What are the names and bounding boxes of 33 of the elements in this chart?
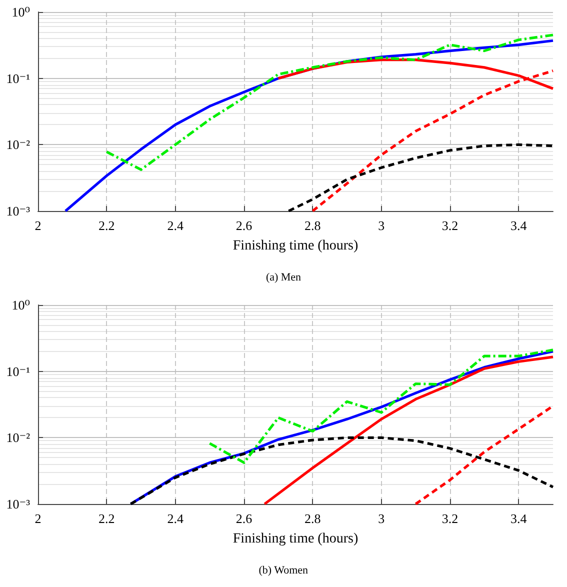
x-tick-label: 3.2	[442, 511, 458, 526]
line-series	[263, 356, 554, 506]
x-axis-title: Finishing time (hours)	[232, 532, 358, 546]
y-tick-label: 10⁻³	[6, 496, 30, 512]
y-tick-label: 10⁻²	[6, 430, 30, 446]
text: (a) Men	[266, 272, 302, 284]
line-series	[287, 143, 554, 212]
x-tick-label: 3	[378, 511, 385, 526]
line-series	[208, 348, 554, 464]
y-tick-label: 10⁻¹	[6, 364, 30, 379]
y-tick-label: 10⁻²	[6, 137, 30, 152]
x-tick-label: 2.2	[98, 511, 115, 526]
line-series	[105, 34, 554, 171]
x-tick-label: 2.6	[236, 511, 253, 526]
text: (b) Women	[258, 564, 309, 576]
x-tick-label: 2.4	[167, 218, 184, 233]
x-tick-label: 3	[378, 218, 385, 233]
x-tick-label: 2.8	[304, 511, 321, 526]
y-tick-label: 10⁻³	[6, 204, 30, 218]
x-tick-label: 3.4	[510, 511, 528, 526]
x-tick-label: 2.2	[98, 218, 115, 233]
x-axis-title: Finishing time (hours)	[232, 238, 358, 254]
x-tick-label: 2	[34, 218, 42, 233]
y-tick-label: 10⁻¹	[6, 70, 30, 86]
x-tick-label: 2.8	[304, 218, 321, 233]
y-tick-label: 10⁰	[12, 298, 30, 312]
x-tick-label: 2.4	[167, 511, 184, 526]
y-tick-label: 10⁰	[12, 4, 30, 20]
x-tick-label: 2	[34, 511, 42, 526]
x-tick-label: 2.6	[236, 218, 253, 233]
x-tick-label: 3.4	[510, 218, 528, 233]
x-tick-label: 3.2	[442, 218, 458, 233]
line-series	[129, 436, 554, 506]
